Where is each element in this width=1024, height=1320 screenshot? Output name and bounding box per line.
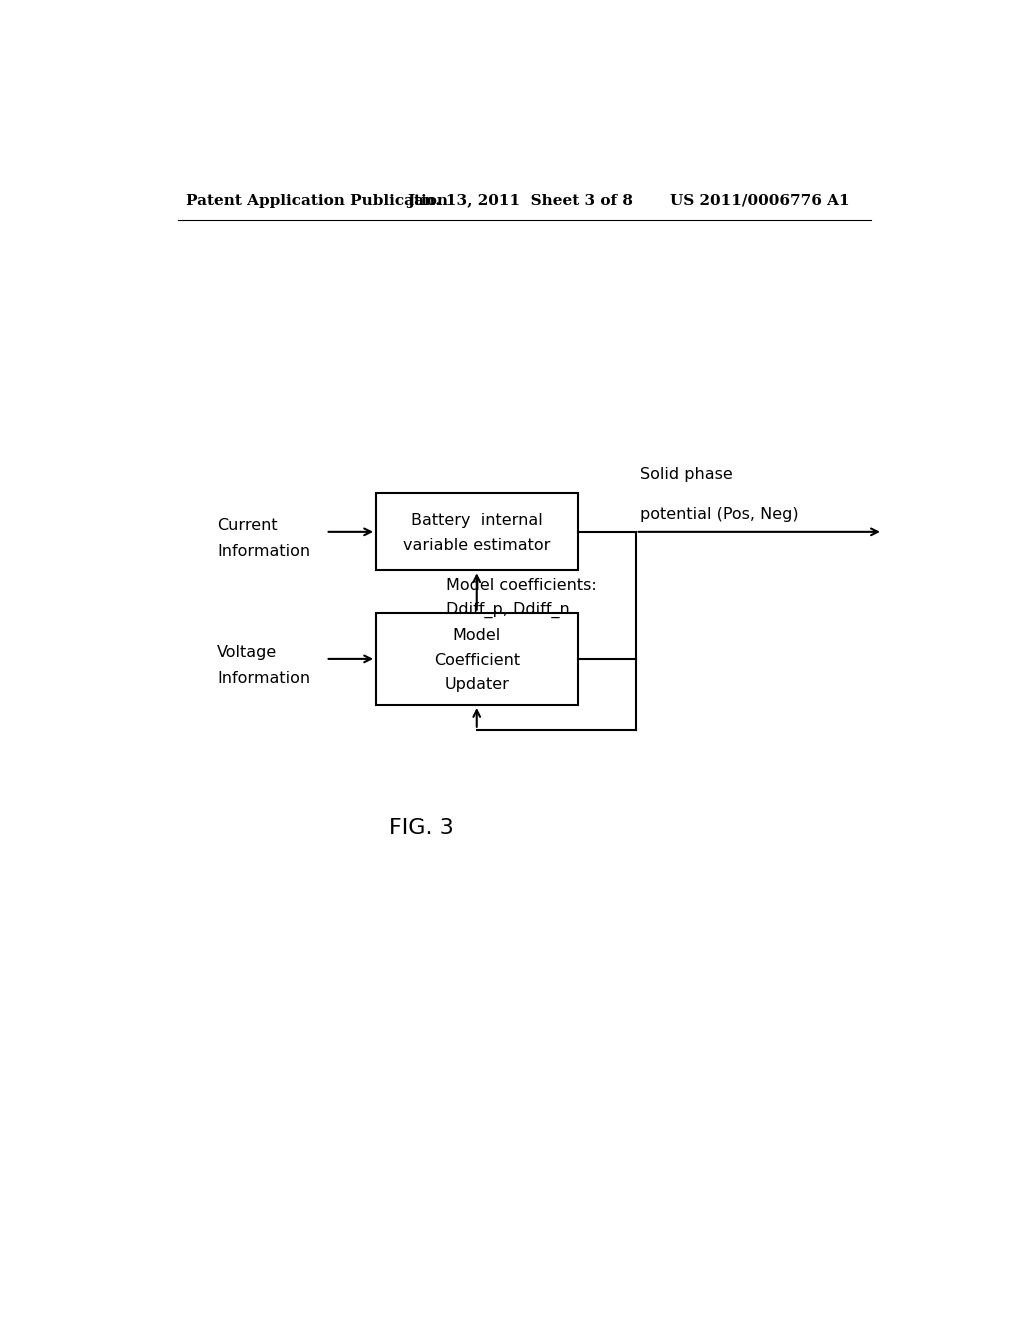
Text: Coefficient: Coefficient (434, 653, 520, 668)
Text: Ddiff_p, Ddiff_n: Ddiff_p, Ddiff_n (445, 602, 569, 618)
Text: variable estimator: variable estimator (403, 539, 551, 553)
Text: FIG. 3: FIG. 3 (389, 818, 454, 838)
Text: Solid phase: Solid phase (640, 467, 732, 482)
Bar (376, 494, 578, 570)
Text: Model coefficients:: Model coefficients: (445, 578, 597, 593)
Text: Updater: Updater (444, 677, 509, 692)
Text: Battery  internal: Battery internal (411, 512, 543, 528)
Text: Voltage: Voltage (217, 645, 278, 660)
Text: Jan. 13, 2011  Sheet 3 of 8: Jan. 13, 2011 Sheet 3 of 8 (407, 194, 633, 207)
Text: Information: Information (217, 544, 310, 558)
Text: Model: Model (453, 628, 501, 643)
Bar (376, 612, 578, 705)
Text: Patent Application Publication: Patent Application Publication (186, 194, 449, 207)
Text: potential (Pos, Neg): potential (Pos, Neg) (640, 507, 798, 523)
Text: Current: Current (217, 519, 278, 533)
Text: Information: Information (217, 671, 310, 685)
Text: US 2011/0006776 A1: US 2011/0006776 A1 (671, 194, 850, 207)
